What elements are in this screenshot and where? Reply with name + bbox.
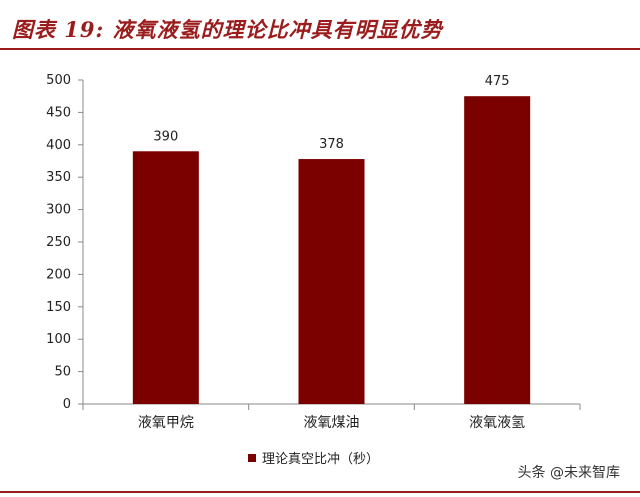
y-tick-label: 150: [46, 300, 71, 315]
legend-label: 理论真空比冲（秒）: [262, 452, 380, 467]
data-labels: 390 378 475: [153, 74, 509, 152]
bars: [132, 96, 531, 404]
y-tick-label: 500: [46, 73, 71, 88]
legend: 理论真空比冲（秒）: [248, 448, 379, 467]
data-label: 378: [319, 137, 344, 152]
y-tick-label: 0: [63, 397, 71, 412]
data-label: 390: [153, 129, 178, 144]
y-tick-label: 400: [46, 138, 71, 153]
y-tick-label: 100: [46, 332, 71, 347]
watermark: 头条 @未来智库: [518, 462, 620, 482]
category-label: 液氧煤油: [304, 415, 360, 431]
y-tick-label: 450: [46, 105, 71, 120]
y-tick-label: 300: [46, 203, 71, 218]
title-divider: [0, 48, 640, 50]
y-tick-label: 200: [46, 267, 71, 282]
bottom-divider: [0, 491, 640, 493]
y-tick-label: 250: [46, 235, 71, 250]
category-label: 液氧液氢: [469, 415, 525, 431]
bar: [132, 151, 199, 404]
data-label: 475: [485, 74, 510, 89]
x-axis: 液氧甲烷 液氧煤油 液氧液氢: [82, 403, 581, 431]
bar: [298, 159, 365, 404]
figure-title: 图表 19: 液氧液氢的理论比冲具有明显优势: [12, 17, 443, 42]
legend-swatch: [248, 453, 256, 462]
category-label: 液氧甲烷: [138, 415, 194, 431]
bar: [464, 96, 531, 404]
watermark-text: 头条 @未来智库: [517, 465, 620, 481]
y-axis: 0 50 100 150 200 250 300 350 400 450 500: [46, 73, 84, 412]
y-tick-label: 350: [46, 170, 71, 185]
y-tick-label: 50: [54, 365, 71, 380]
